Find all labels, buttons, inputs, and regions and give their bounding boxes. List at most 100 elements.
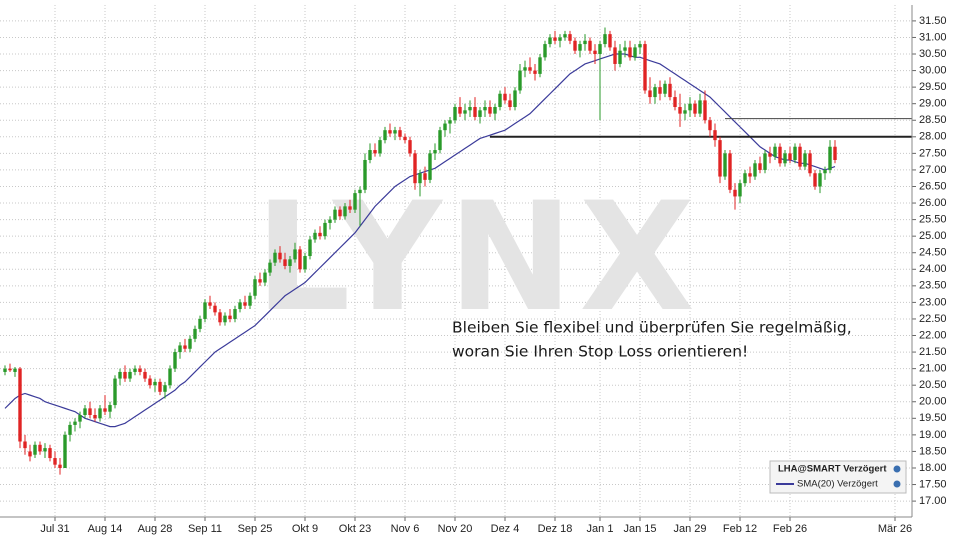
candle-body [608,34,612,48]
candle-body [368,150,372,160]
candle-body [568,34,572,41]
candle-body [108,405,112,412]
plot [3,27,912,475]
candle-body [633,47,637,58]
candle-body [443,123,447,131]
y-tick-label: 30.00 [919,64,947,76]
y-tick-label: 22.00 [919,329,947,341]
candle-body [593,50,597,55]
candle-body [508,100,512,108]
candle-body [563,34,567,38]
y-tick-label: 23.00 [919,296,947,308]
y-tick-label: 17.00 [919,495,947,507]
candle-body [713,130,717,141]
x-tick-label: Mär 26 [878,523,912,535]
candle-body [73,421,77,425]
y-tick-label: 30.50 [919,48,947,60]
candle-body [403,136,407,141]
candle-body [288,259,292,266]
candle-body [793,146,797,160]
candle-body [548,37,552,45]
candle-body [693,103,697,114]
candle-body [768,153,772,157]
candle-body [173,352,177,369]
candle-body [23,441,27,449]
y-tick-label: 18.50 [919,445,947,457]
candle-body [238,302,242,310]
candle-body [343,206,347,217]
candle-body [758,163,762,170]
candle-body [188,338,192,349]
candle-body [423,173,427,180]
annotation: woran Sie Ihren Stop Loss orientieren! [452,343,748,361]
candle-body [698,100,702,114]
candle-body [723,153,727,177]
candle-body [268,262,272,273]
candle-body [578,44,582,51]
candle-body [283,259,287,266]
candle-body [3,368,7,372]
candle-body [158,381,162,392]
candle-body [663,83,667,94]
candle-body [128,371,132,379]
candle-body [193,328,197,339]
legend-entry: LHA@SMART Verzögert [778,464,887,475]
candle-body [493,107,497,114]
x-tick-label: Dez 18 [538,523,573,535]
y-tick-label: 26.50 [919,180,947,192]
candle-body [413,153,417,184]
candle-body [373,150,377,154]
y-tick-label: 31.50 [919,15,947,27]
candle-body [738,183,742,197]
candle-body [103,408,107,412]
candle-body [543,44,547,58]
candle-body [488,107,492,114]
candle-body [333,209,337,220]
candle-body [148,378,152,386]
x-tick-label: Feb 12 [723,523,757,535]
candle-body [98,408,102,419]
candle-body [588,40,592,51]
candle-body [138,368,142,372]
candle-body [178,345,182,353]
candle-body [378,140,382,154]
y-tick-label: 21.50 [919,346,947,358]
candle-body [638,44,642,48]
candle-body [48,448,52,459]
candle-body [468,107,472,111]
candle-body [748,173,752,177]
legend-box [769,460,907,494]
candle-body [338,209,342,217]
candle-body [473,107,477,117]
x-tick-label: Aug 28 [138,523,173,535]
candle-body [228,315,232,319]
candle-body [223,315,227,323]
x-tick-label: Okt 23 [339,523,371,535]
candle-body [438,130,442,151]
candle-body [453,107,457,121]
candle-body [308,239,312,257]
candle-body [13,368,17,372]
candle-body [393,130,397,134]
candle-body [483,107,487,111]
candle-body [358,189,362,194]
y-tick-label: 19.50 [919,412,947,424]
y-tick-label: 23.50 [919,280,947,292]
candle-body [808,153,812,174]
candle-body [533,70,537,74]
candle-body [113,378,117,406]
y-tick-label: 24.00 [919,263,947,275]
candle-body [273,252,277,263]
x-tick-label: Nov 20 [438,523,473,535]
candle-body [503,93,507,101]
candle-body [668,83,672,98]
candle-body [88,408,92,415]
candle-body [763,153,767,170]
candle-body [783,153,787,164]
candle-body [133,368,137,372]
y-tick-label: 28.50 [919,114,947,126]
y-tick-label: 20.50 [919,379,947,391]
candle-body [18,368,22,442]
